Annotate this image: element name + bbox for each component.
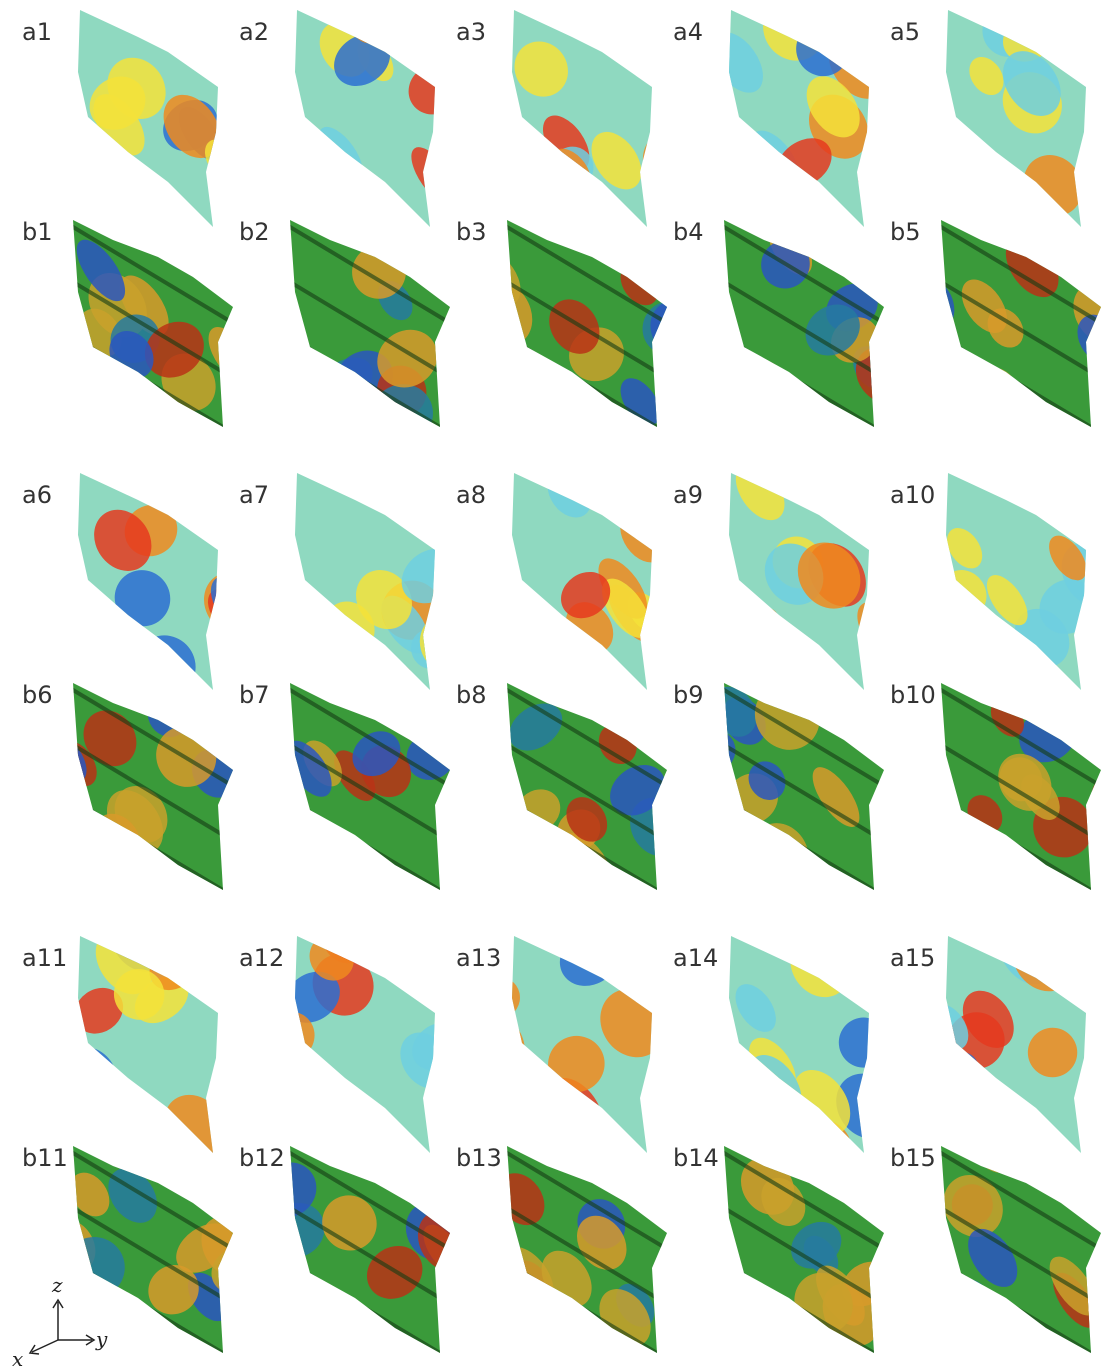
panel-label: b3	[456, 218, 487, 246]
axis-x-label: x	[12, 1347, 23, 1371]
panel-label: b1	[22, 218, 53, 246]
panel-label: b13	[456, 1144, 502, 1172]
panel-label: a13	[456, 944, 501, 972]
mode-shape-a	[51, 895, 254, 1174]
panel-label: b10	[890, 681, 936, 709]
panel-label: b6	[22, 681, 53, 709]
axis-triad	[30, 1300, 94, 1354]
panel-label: a1	[22, 18, 52, 46]
panel-label: a7	[239, 481, 269, 509]
mode-shape-b	[699, 170, 918, 497]
figure: z x y a1 b1 a2 b2 a3 b3 a4 b4 a5 b5 a6 b6 a7 b7 a8 b8 a9…	[0, 0, 1103, 1371]
axis-z-label: z	[51, 1273, 63, 1297]
mode-shape-b	[865, 202, 1103, 497]
panel-label: b14	[673, 1144, 719, 1172]
panel-label: b11	[22, 1144, 68, 1172]
mode-shape-b	[699, 1102, 899, 1371]
panels	[35, 0, 1103, 1371]
panel-label: a10	[890, 481, 935, 509]
mode-shape-a	[492, 460, 697, 705]
panel-label: b4	[673, 218, 704, 246]
panel-label: a6	[22, 481, 52, 509]
mode-shape-b	[453, 665, 697, 960]
panel-label: a11	[22, 944, 67, 972]
panel-label: a14	[673, 944, 718, 972]
panel-label: b15	[890, 1144, 936, 1172]
panel-label: b12	[239, 1144, 285, 1172]
mode-shape-a	[926, 0, 1103, 242]
panel-label: a3	[456, 18, 486, 46]
axis-y-label: y	[95, 1327, 108, 1351]
mode-shape-a	[926, 443, 1103, 705]
mode-shape-b	[439, 202, 716, 497]
mode-shape-b	[38, 665, 248, 960]
panel-label: a2	[239, 18, 269, 46]
mode-shape-a	[701, 0, 921, 242]
panel-label: b2	[239, 218, 270, 246]
panel-label: b9	[673, 681, 704, 709]
mode-shape-a	[58, 2, 269, 261]
mode-shape-a	[240, 899, 497, 1168]
panel-label: a9	[673, 481, 703, 509]
panel-label: a15	[890, 944, 935, 972]
panel-label: b5	[890, 218, 921, 246]
mode-shape-b	[482, 1128, 682, 1371]
mode-shape-b	[35, 1128, 270, 1371]
panel-label: a8	[456, 481, 486, 509]
panel-label: a5	[890, 18, 920, 46]
mode-shape-b	[685, 645, 899, 960]
mode-shape-b	[48, 202, 264, 497]
panel-label: b7	[239, 681, 270, 709]
mode-shape-b	[890, 665, 1103, 960]
panel-label: a12	[239, 944, 284, 972]
panel-label: a4	[673, 18, 703, 46]
panel-label: b8	[456, 681, 487, 709]
